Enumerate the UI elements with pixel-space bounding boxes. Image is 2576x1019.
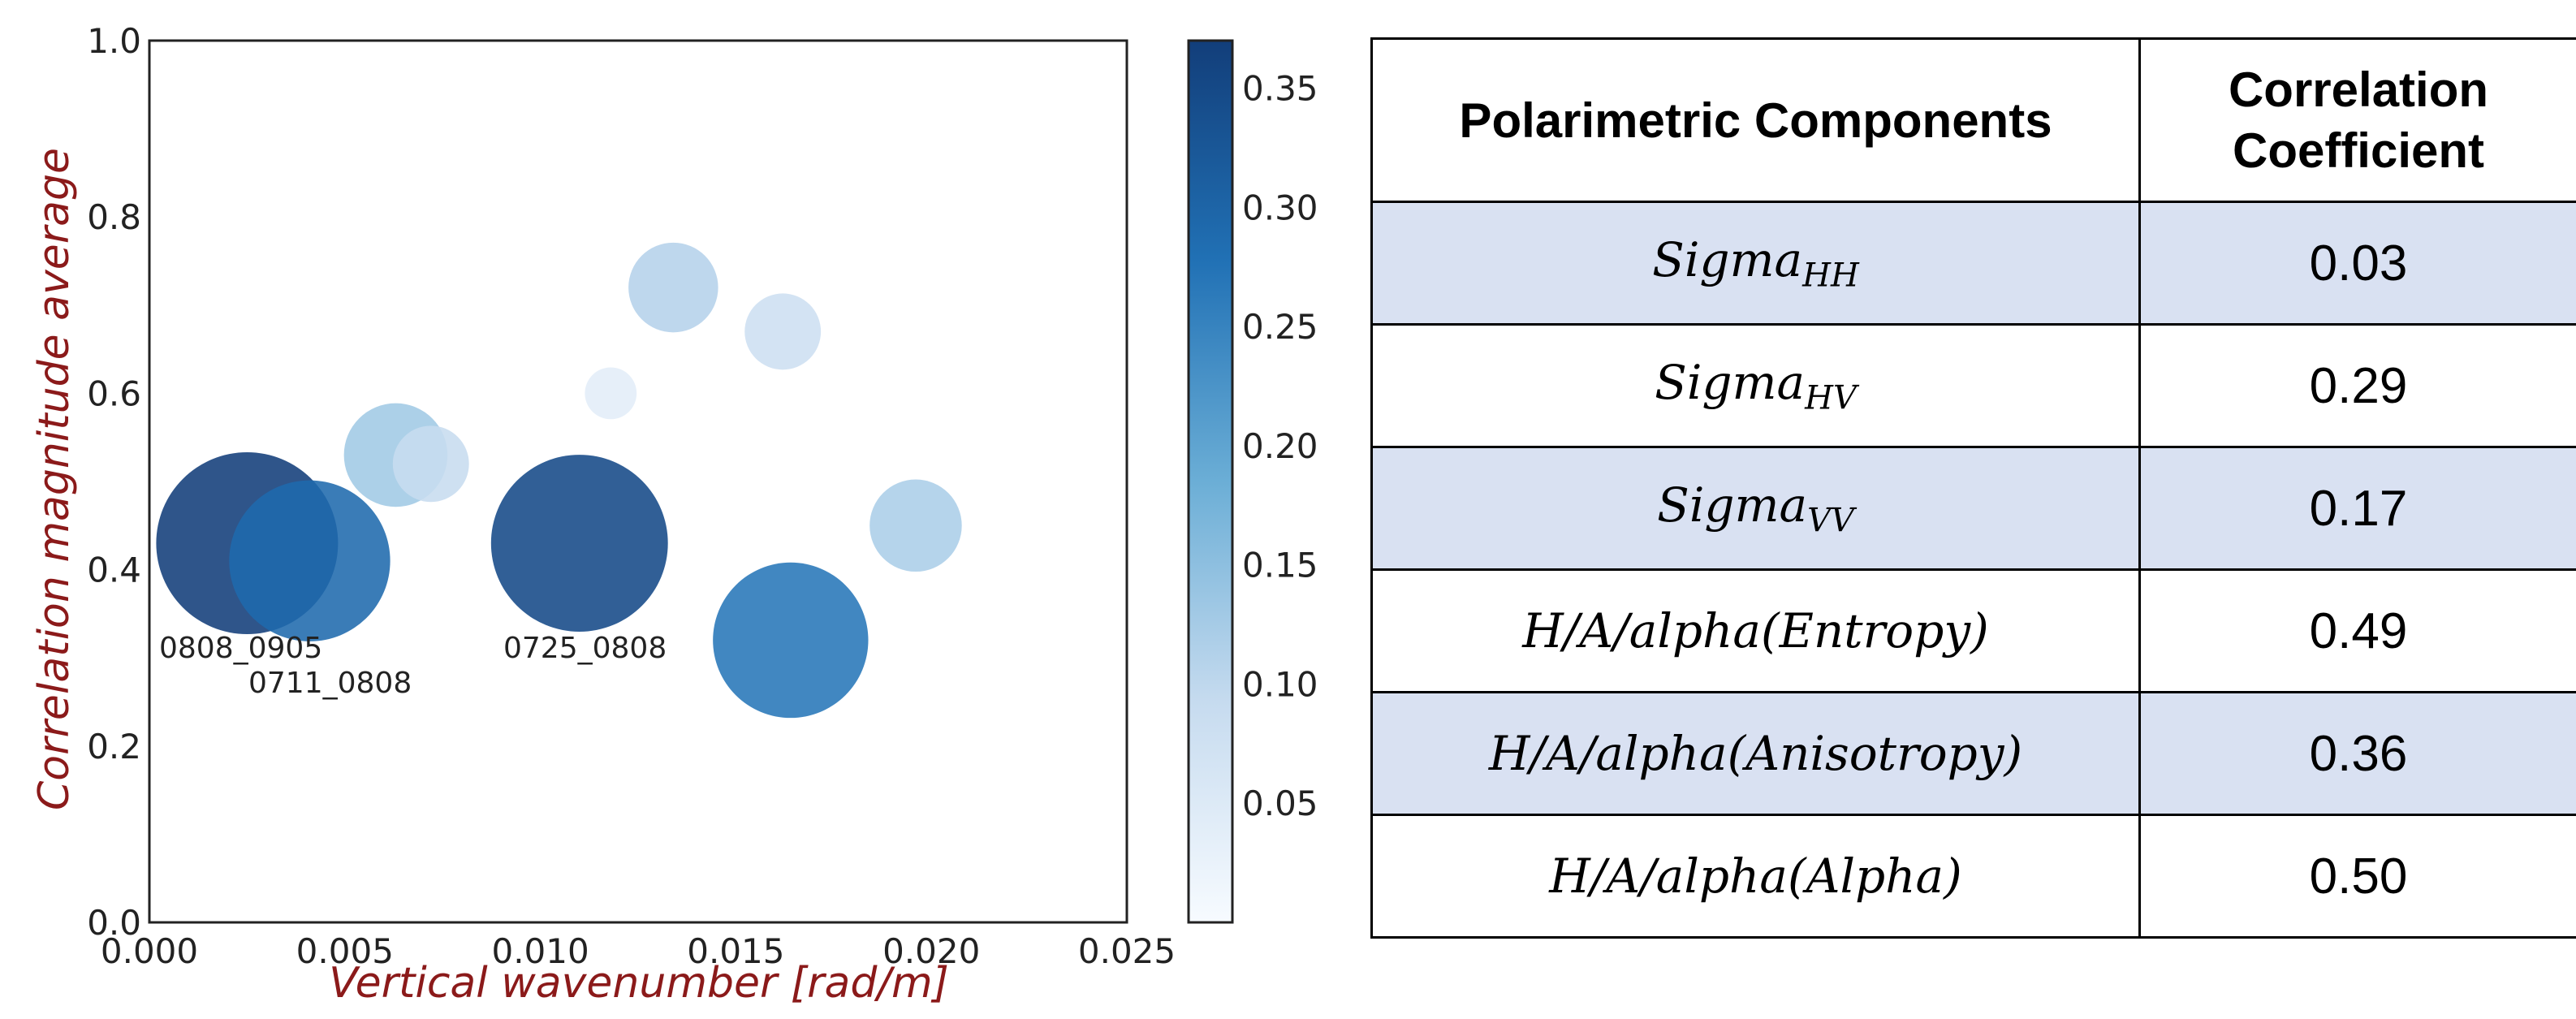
- table-row: H/A/alpha(Entropy) 0.49: [1370, 568, 2576, 693]
- bubble-point: [392, 425, 469, 503]
- colorbar-tick-label: 0.25: [1242, 307, 1318, 347]
- component-subscript: VV: [1807, 502, 1854, 540]
- component-cell: H/A/alpha(Entropy): [1370, 568, 2141, 693]
- x-axis-label: Vertical wavenumber [rad/m]: [329, 959, 949, 1008]
- x-tick-label: 0.015: [687, 931, 784, 971]
- colorbar-tick-label: 0.15: [1242, 546, 1318, 585]
- header-coefficient: Correlation Coefficient: [2138, 37, 2576, 203]
- x-tick-label: 0.000: [101, 931, 198, 971]
- header-coefficient-text: Correlation Coefficient: [2228, 63, 2489, 178]
- component-cell: H/A/alpha(Anisotropy): [1370, 691, 2141, 816]
- colorbar-tick-label: 0.35: [1242, 69, 1318, 109]
- x-tick-label: 0.025: [1078, 931, 1176, 971]
- plot-frame: [148, 39, 1128, 924]
- component-name: Sigma: [1652, 231, 1803, 287]
- table-row: H/A/alpha(Alpha) 0.50: [1370, 814, 2576, 939]
- coefficient-cell: 0.03: [2138, 201, 2576, 326]
- colorbar-tick-label: 0.05: [1242, 784, 1318, 823]
- coefficient-cell: 0.50: [2138, 814, 2576, 939]
- colorbar-tick-label: 0.10: [1242, 664, 1318, 704]
- coefficient-cell: 0.29: [2138, 323, 2576, 448]
- table-header-row: Polarimetric Components Correlation Coef…: [1370, 37, 2576, 203]
- bubble-label: 0808_0905: [159, 632, 322, 665]
- component-cell: H/A/alpha(Alpha): [1370, 814, 2141, 939]
- bubble-point: [490, 455, 668, 632]
- bubble-layer: [156, 242, 962, 719]
- component-name: H/A/alpha(Anisotropy): [1488, 726, 2023, 781]
- y-tick-label: 0.2: [87, 727, 141, 766]
- y-tick-label: 0.6: [87, 373, 141, 413]
- colorbar-tick-label: 0.30: [1242, 188, 1318, 227]
- axes-layer: 0.000 0.005 0.010 0.015 0.020 0.025 0.0 0.2 0.4 0…: [87, 21, 1176, 971]
- table-row: H/A/alpha(Anisotropy) 0.36: [1370, 691, 2576, 816]
- component-name: H/A/alpha(Alpha): [1549, 848, 1962, 904]
- table-row: SigmaHV 0.29: [1370, 323, 2576, 448]
- y-tick-label: 0.0: [87, 903, 141, 943]
- component-name: Sigma: [1655, 354, 1806, 410]
- bubble-label: 0725_0808: [503, 632, 667, 665]
- component-cell: SigmaVV: [1370, 446, 2141, 571]
- y-tick-label: 0.4: [87, 551, 141, 590]
- colorbar: 0.05 0.10 0.15 0.20 0.25 0.30 0.35: [1187, 39, 1318, 924]
- bubble-point: [869, 479, 962, 572]
- component-cell: SigmaHV: [1370, 323, 2141, 448]
- bubble-point: [585, 367, 637, 420]
- bubble-label: 0711_0808: [248, 667, 412, 700]
- component-name: H/A/alpha(Entropy): [1522, 603, 1989, 658]
- x-tick-label: 0.010: [491, 931, 589, 971]
- x-tick-label: 0.020: [882, 931, 980, 971]
- component-name: Sigma: [1657, 477, 1808, 533]
- y-axis-label: Correlation magnitude average: [30, 148, 79, 810]
- header-components: Polarimetric Components: [1370, 37, 2141, 203]
- coefficient-cell: 0.36: [2138, 691, 2576, 816]
- bubble-point: [628, 242, 718, 333]
- component-subscript: HV: [1805, 379, 1857, 417]
- y-tick-label: 1.0: [87, 21, 141, 61]
- x-tick-label: 0.005: [296, 931, 394, 971]
- bubble-point: [713, 562, 869, 719]
- colorbar-gradient: [1187, 39, 1234, 924]
- correlation-table: Polarimetric Components Correlation Coef…: [1370, 37, 2576, 939]
- component-cell: SigmaHH: [1370, 201, 2141, 326]
- table-row: SigmaVV 0.17: [1370, 446, 2576, 571]
- table-row: SigmaHH 0.03: [1370, 201, 2576, 326]
- coefficient-cell: 0.17: [2138, 446, 2576, 571]
- component-subscript: HH: [1802, 257, 1859, 295]
- coefficient-cell: 0.49: [2138, 568, 2576, 693]
- bubble-point: [744, 293, 822, 370]
- bubble-point: [229, 480, 390, 641]
- colorbar-tick-label: 0.20: [1242, 426, 1318, 466]
- y-tick-label: 0.8: [87, 197, 141, 237]
